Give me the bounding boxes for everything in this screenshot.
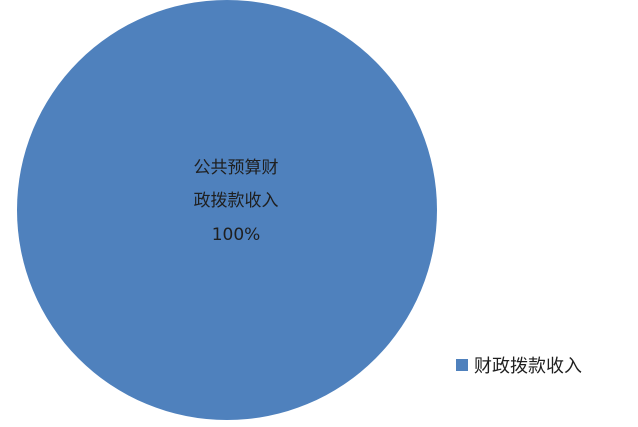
slice-label-line-2: 政拨款收入 — [194, 191, 279, 211]
legend-swatch — [456, 359, 468, 371]
pie-slice-labels: 公共预算财 政拨款收入 100% — [194, 158, 279, 245]
slice-label-line-1: 公共预算财 — [194, 158, 279, 178]
legend: 财政拨款收入 — [456, 356, 582, 377]
legend-label: 财政拨款收入 — [474, 356, 582, 377]
slice-label-percent: 100% — [212, 225, 261, 245]
pie-slices — [17, 0, 437, 420]
pie-slice — [17, 0, 437, 420]
